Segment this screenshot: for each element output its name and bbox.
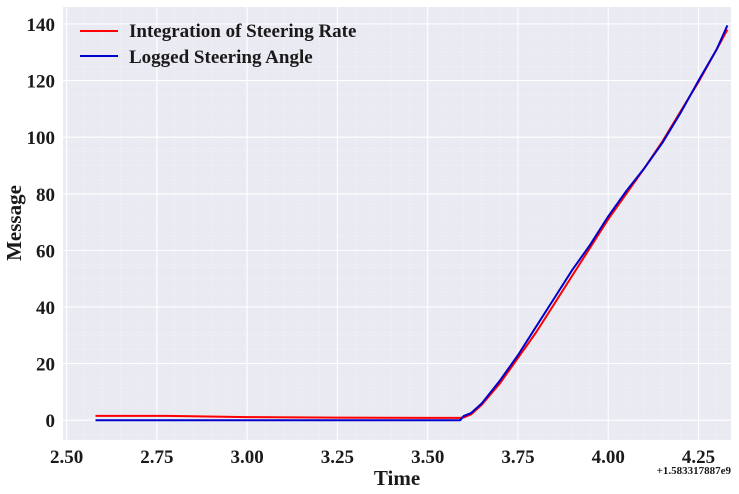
y-axis-label: Message xyxy=(2,185,26,261)
series-line-2 xyxy=(95,24,729,422)
x-tick-label: 4.00 xyxy=(592,447,625,468)
legend-label-logged: Logged Steering Angle xyxy=(129,47,313,68)
y-tick-label: 20 xyxy=(36,355,55,376)
x-tick-label: 3.50 xyxy=(411,447,444,468)
y-tick-label: 140 xyxy=(27,15,56,36)
x-tick-label: 3.75 xyxy=(501,447,534,468)
y-tick-label: 80 xyxy=(36,185,55,206)
plot-area xyxy=(63,7,731,440)
y-tick-label: 40 xyxy=(36,298,55,319)
series-layer xyxy=(95,24,729,422)
x-tick-label: 4.25 xyxy=(682,447,715,468)
x-tick-label: 2.75 xyxy=(140,447,173,468)
legend: Integration of Steering Rate Logged Stee… xyxy=(80,21,356,68)
x-tick-label: 2.50 xyxy=(50,447,83,468)
y-tick-label: 100 xyxy=(27,128,56,149)
y-tick-label: 120 xyxy=(27,72,56,93)
x-offset-label: +1.583317887e9 xyxy=(657,465,732,477)
x-tick-labels: 2.50 2.75 3.00 3.25 3.50 3.75 4.00 4.25 xyxy=(50,447,715,468)
y-tick-labels: 0 20 40 60 80 100 120 140 xyxy=(27,15,56,432)
x-tick-label: 3.25 xyxy=(321,447,354,468)
x-tick-label: 3.00 xyxy=(231,447,264,468)
y-tick-label: 0 xyxy=(46,411,56,432)
legend-label-integration: Integration of Steering Rate xyxy=(129,21,356,42)
x-axis-label: Time xyxy=(374,466,420,490)
y-tick-label: 60 xyxy=(36,241,55,262)
